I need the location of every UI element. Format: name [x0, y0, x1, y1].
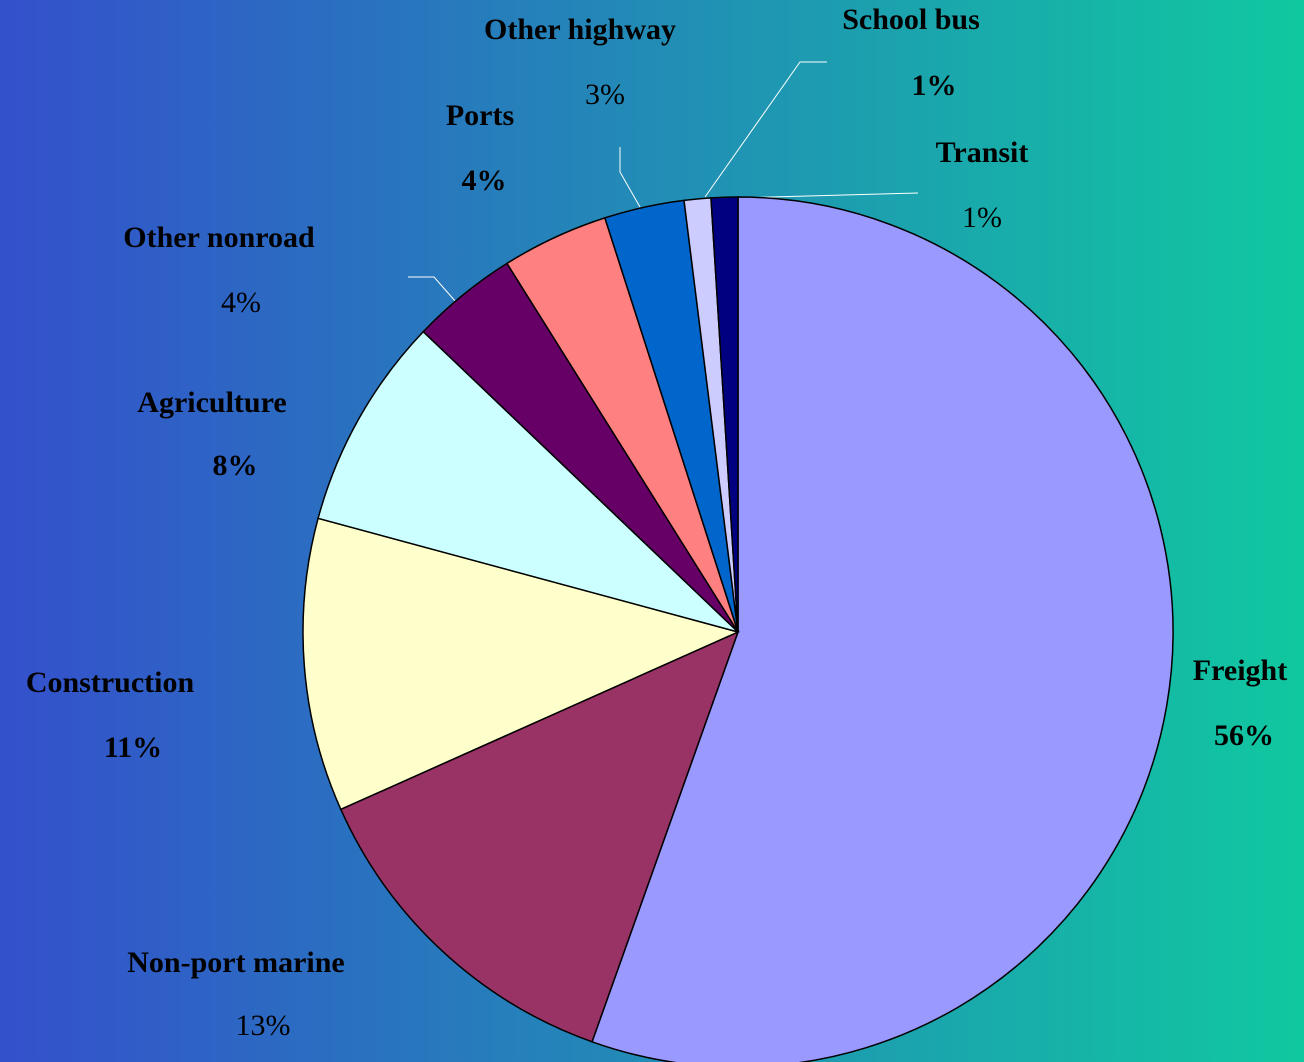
value-label: 1% — [912, 69, 957, 102]
pie-slice — [710, 196, 739, 633]
slice-label: Transit — [936, 136, 1029, 169]
slice-label: Construction — [26, 666, 195, 699]
slice-label: Ports — [446, 99, 514, 132]
pie-slice — [591, 196, 1174, 1062]
value-label: 11% — [104, 731, 162, 764]
pie-slice — [317, 330, 739, 633]
value-label: 8% — [213, 449, 258, 482]
value-label: 13% — [236, 1009, 291, 1042]
value-label: 56% — [1214, 719, 1274, 752]
leader-line — [408, 276, 457, 303]
slice-label: School bus — [842, 3, 980, 36]
slice-label: Other nonroad — [123, 221, 315, 254]
value-label: 4% — [462, 164, 507, 197]
leader-line — [704, 61, 827, 198]
slice-label: Agriculture — [137, 386, 286, 419]
pie-slice — [302, 517, 741, 811]
value-label: 4% — [221, 286, 261, 319]
slice-label: Other highway — [484, 13, 676, 46]
leader-line — [619, 147, 641, 208]
value-label: 1% — [962, 201, 1002, 234]
pie-slice — [339, 630, 740, 1043]
slice-label: Freight — [1193, 654, 1287, 687]
value-label: 3% — [585, 78, 625, 111]
slice-label: Non-port marine — [127, 946, 344, 979]
